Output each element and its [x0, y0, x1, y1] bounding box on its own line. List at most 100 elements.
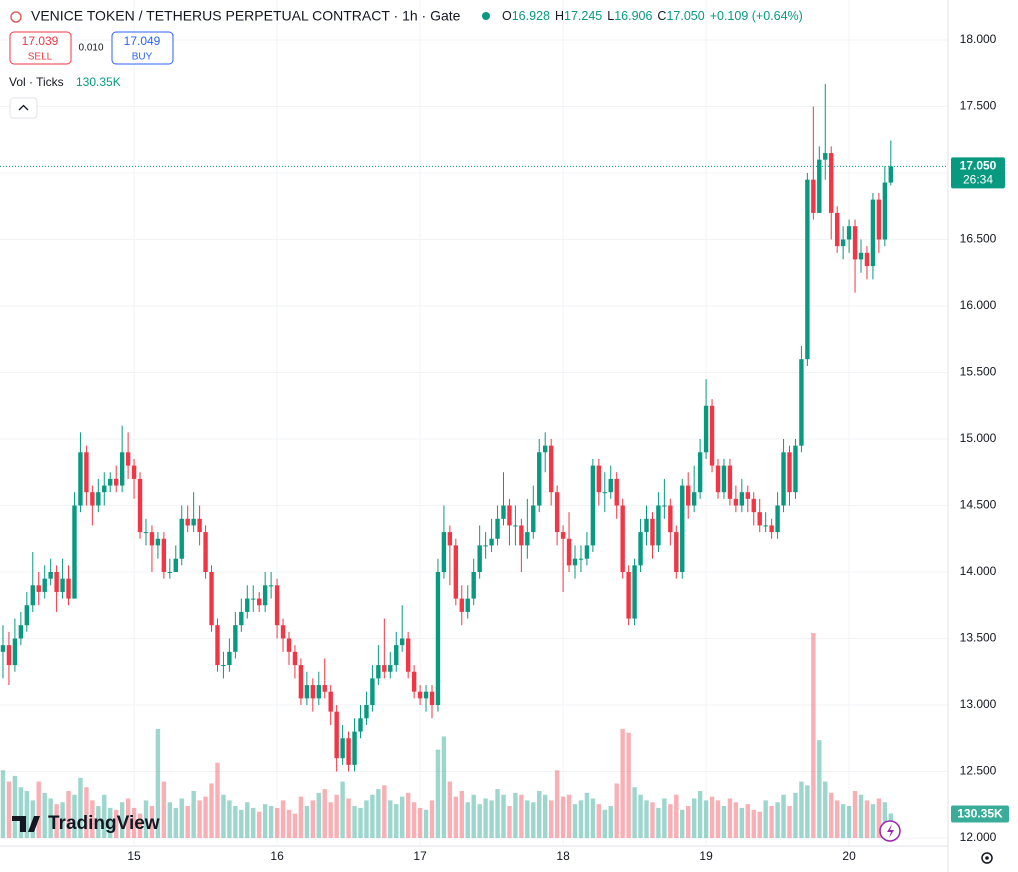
collapse-button[interactable]: [9, 97, 38, 119]
sell-button[interactable]: [9, 31, 72, 65]
candle-body: [441, 532, 447, 572]
volume-bar: [650, 802, 655, 838]
volume-bar: [322, 789, 327, 838]
volume-bar: [507, 806, 512, 838]
change: +0.109 (+0.64%): [710, 9, 803, 23]
axes: 12.000 12.500 13.000 13.500 14.000 14.500 15.0…: [0, 32, 1009, 863]
y-tick-label: 12.500: [960, 764, 997, 778]
volume-bar: [441, 736, 447, 838]
candle-body: [608, 478, 613, 493]
candle-body: [805, 179, 810, 360]
candle-body: [834, 212, 840, 247]
candle-body: [632, 565, 637, 619]
volume-bar: [483, 798, 488, 838]
candle-body: [840, 239, 846, 247]
candle-body: [203, 532, 208, 572]
volume-bar: [78, 777, 83, 838]
volume-bar: [817, 740, 822, 838]
volume-bar: [209, 783, 214, 838]
volume-bar: [548, 800, 554, 838]
volume-bar: [453, 796, 459, 838]
y-tick-label: 16.500: [960, 232, 997, 246]
o-value: 16.928: [512, 9, 550, 23]
l-key: L: [607, 9, 614, 23]
volume-bar: [113, 809, 119, 838]
volume-bar: [763, 800, 768, 838]
candle-body: [590, 465, 596, 546]
candle-body: [501, 505, 506, 519]
volume-bar: [620, 728, 625, 838]
volume-bar: [221, 794, 226, 838]
candle-body: [304, 685, 310, 699]
candle-body: [119, 452, 125, 486]
sell-label: SELL: [28, 52, 53, 63]
volume-bar: [709, 796, 715, 838]
volume-bar: [715, 800, 721, 838]
candle-body: [483, 545, 488, 547]
candle-body: [334, 711, 339, 759]
volume-bar: [0, 770, 6, 838]
volume-bar: [358, 807, 363, 838]
caret: [18, 104, 29, 111]
settings-icon[interactable]: [981, 852, 993, 864]
candle-body: [191, 518, 196, 526]
candle-body: [572, 558, 578, 566]
volume-bar: [42, 792, 47, 838]
candle-body: [697, 452, 703, 493]
volume-bar: [137, 813, 143, 838]
volume-bar: [6, 781, 12, 838]
candle-body: [495, 518, 500, 539]
candle-body: [745, 492, 750, 499]
volume-bar: [799, 781, 804, 838]
buy-button[interactable]: [111, 31, 174, 65]
candle-body: [268, 585, 274, 587]
volume-value: 130.35K: [76, 75, 121, 89]
volume-bar: [590, 798, 596, 838]
candle-body: [519, 525, 524, 546]
candle-body: [173, 558, 178, 572]
volume-bar: [793, 792, 798, 838]
volume-bar: [471, 794, 476, 838]
candle-body: [459, 598, 464, 612]
candle-body: [209, 572, 214, 626]
volume-bar: [191, 790, 196, 838]
price-label-box: [951, 157, 1005, 189]
candle-body: [709, 405, 715, 466]
candle-body: [733, 498, 739, 506]
volume-bar: [370, 794, 375, 838]
volume-bar: [745, 804, 750, 838]
candle-body: [489, 538, 494, 546]
candle-body: [531, 505, 536, 533]
volume-bar: [691, 798, 697, 838]
candle-body: [823, 153, 828, 160]
candle-body: [662, 505, 667, 507]
volume-bar: [686, 806, 691, 838]
volume-bar: [495, 789, 500, 838]
candle-body: [757, 512, 762, 526]
volume-bar: [203, 796, 208, 838]
candle-body: [614, 478, 619, 506]
grid: [0, 0, 948, 846]
candle-body: [310, 685, 316, 699]
volume-bar: [787, 806, 792, 838]
candle-body: [96, 492, 101, 506]
candle-body: [60, 578, 65, 592]
candle-body: [340, 738, 345, 759]
bolt: [887, 824, 894, 838]
candle-body: [179, 518, 184, 559]
volume-bar: [721, 806, 727, 838]
candle-body: [674, 532, 679, 572]
candle-body: [227, 651, 232, 666]
volume-bar: [829, 792, 834, 838]
candle-body: [715, 465, 721, 493]
candle-body: [721, 465, 727, 493]
candle-body: [852, 226, 858, 260]
volume-bar: [775, 802, 780, 838]
candle-body: [42, 578, 47, 592]
volume-bar: [340, 781, 345, 838]
candle-body: [102, 485, 107, 493]
volume-bar: [24, 790, 30, 838]
candle-body: [817, 159, 822, 213]
volume-bar: [382, 785, 387, 838]
